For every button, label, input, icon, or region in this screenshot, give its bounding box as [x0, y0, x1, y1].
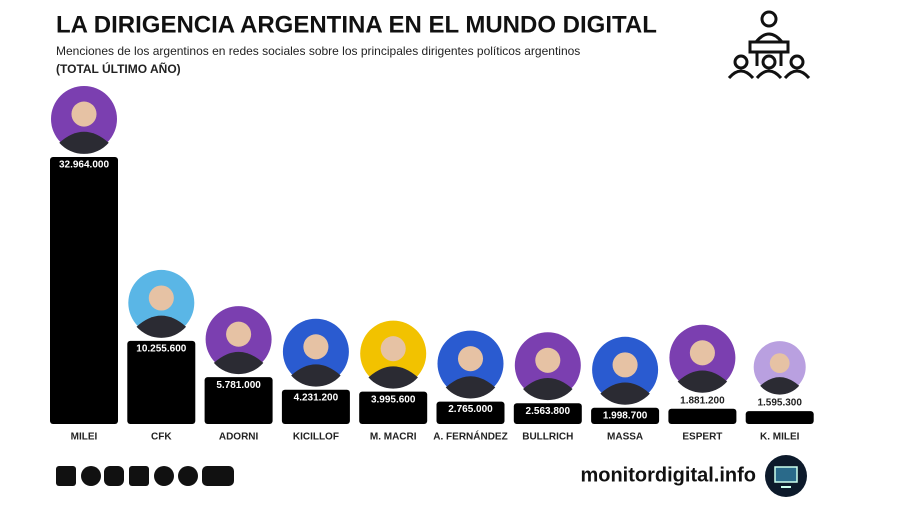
value-label: 32.964.000: [59, 160, 109, 171]
value-label: 3.995.600: [371, 394, 416, 405]
photo-face: [535, 347, 561, 373]
bar: [668, 408, 737, 424]
x-tick-label: ESPERT: [682, 432, 722, 443]
photo-face: [148, 285, 174, 311]
value-label: 4.231.200: [294, 392, 339, 403]
x-tick-label: M. MACRI: [370, 432, 417, 443]
bar: [50, 157, 118, 424]
x-tick-label: MASSA: [607, 432, 643, 443]
chart-title: LA DIRIGENCIA ARGENTINA EN EL MUNDO DIGI…: [56, 11, 657, 38]
x-tick-label: MILEI: [71, 432, 98, 443]
bar: [513, 403, 582, 424]
value-label: 1.881.200: [680, 395, 725, 406]
chart-note: (TOTAL ÚLTIMO AÑO): [56, 61, 181, 76]
photo-body: [760, 377, 800, 395]
photo-body: [59, 131, 109, 154]
photo-face: [71, 101, 97, 127]
logo: [765, 455, 807, 497]
photo-face: [612, 352, 638, 378]
value-label: 1.595.300: [757, 398, 802, 409]
x-tick-label: ADORNI: [219, 432, 259, 443]
x-tick-label: BULLRICH: [522, 432, 573, 443]
bar: [745, 411, 814, 424]
photo-body: [677, 370, 728, 393]
social-icons: [56, 466, 234, 486]
x-tick-label: KICILLOF: [293, 432, 339, 443]
value-label: 10.255.600: [136, 344, 186, 355]
photo-body: [600, 382, 650, 405]
photo-body: [523, 377, 573, 401]
photo-face: [380, 336, 406, 362]
bar: [127, 340, 196, 424]
bar: [359, 391, 428, 424]
photo-body: [445, 376, 496, 399]
bar: [436, 401, 505, 424]
value-label: 1.998.700: [603, 410, 648, 421]
podium-icon: [727, 10, 811, 80]
photo-face: [689, 340, 715, 366]
value-label: 2.563.800: [526, 406, 571, 417]
photo-body: [136, 315, 187, 338]
photo-face: [303, 334, 329, 360]
x-tick-label: A. FERNÁNDEZ: [433, 430, 507, 443]
bar: [204, 377, 273, 424]
value-label: 5.781.000: [216, 380, 261, 391]
photo-body: [291, 364, 341, 387]
photo-body: [368, 366, 418, 389]
x-tick-label: CFK: [151, 432, 172, 443]
bar: [591, 407, 660, 424]
x-tick-label: K. MILEI: [760, 432, 800, 443]
chart-subtitle: Menciones de los argentinos en redes soc…: [56, 44, 580, 58]
bar: [281, 389, 350, 424]
photo-body: [213, 351, 264, 375]
photo-face: [226, 321, 252, 347]
photo-face: [457, 346, 484, 372]
value-label: 2.765.000: [448, 404, 493, 415]
photo-face: [769, 353, 790, 374]
source: monitordigital.info: [580, 464, 756, 486]
